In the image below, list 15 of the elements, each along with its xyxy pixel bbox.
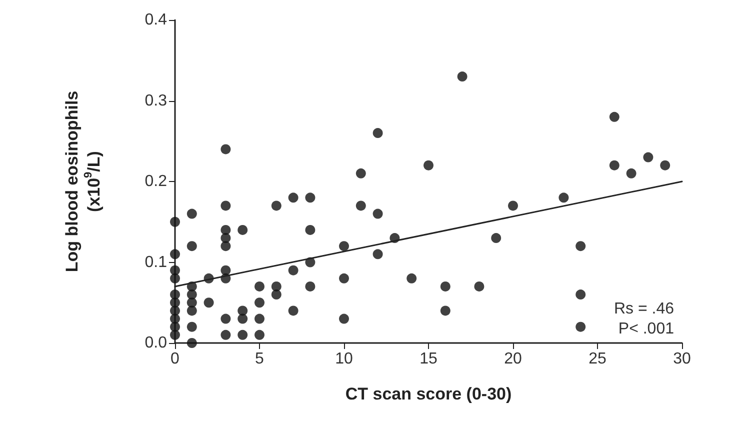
- x-tick-label: 15: [420, 350, 438, 368]
- x-tick-label: 30: [673, 350, 691, 368]
- y-tick-label: 0.0: [144, 334, 168, 352]
- y-tick-label: 0.4: [144, 12, 168, 28]
- y-tick-label: 0.2: [144, 173, 168, 190]
- annotation: P< .001: [618, 320, 674, 338]
- x-tick-label: 10: [335, 350, 353, 368]
- x-tick-label: 25: [588, 350, 606, 368]
- y-tick-label: 0.3: [144, 92, 168, 110]
- annotation: Rs = .46: [614, 300, 674, 318]
- x-tick-label: 5: [255, 350, 264, 368]
- x-tick-label: 20: [504, 350, 522, 368]
- y-tick-label: 0.1: [144, 254, 168, 271]
- x-tick-label: 0: [170, 350, 180, 368]
- x-axis-title: CT scan score (0-30): [345, 384, 512, 404]
